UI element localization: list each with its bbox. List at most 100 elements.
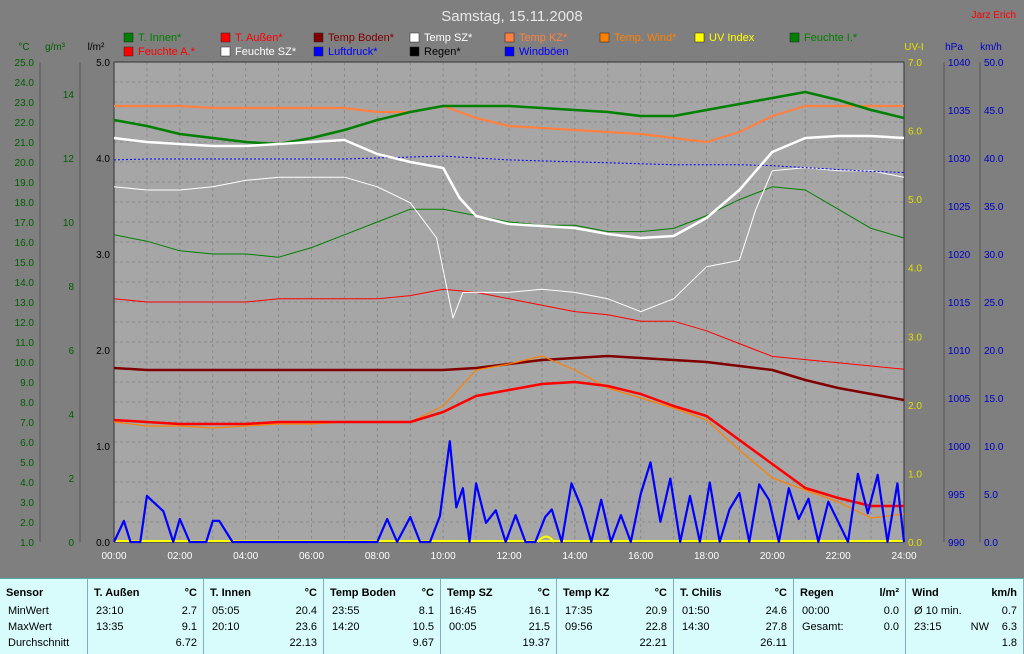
legend-item: Feuchte A.* [123,46,196,58]
axis-tick-label: 1030 [948,154,971,165]
axis-tick-label: 1.0 [20,538,34,549]
axis-tick-label: 2.0 [908,401,922,412]
legend-label: Temp SZ* [424,32,473,44]
axis-tick-label: 7.0 [20,418,34,429]
stats-value: 0.0 [883,605,899,617]
series-line [113,186,905,258]
axis-tick-label: 17.0 [15,218,35,229]
stats-time: 14:30 [682,621,710,633]
stats-time: 17:35 [565,605,593,617]
stats-value: 8.1 [418,605,434,617]
axis-tick-label: 4.0 [96,154,110,165]
stats-time: 23:15 [914,621,942,633]
series-line [113,380,904,508]
stats-value: 19.37 [522,637,550,649]
legend-label: Regen* [424,46,461,58]
stats-column-title: Regen [800,587,834,599]
legend-label: UV Index [709,32,755,44]
axis-tick-label: 22.0 [15,118,35,129]
axis-tick-label: 995 [948,490,965,501]
stats-column-unit: °C [774,587,787,599]
legend: T. Innen* T. Außen* Temp Boden* Temp SZ* Tem… [123,32,858,58]
stats-value: 23.6 [295,621,317,633]
axis-unit-label: °C [18,42,29,53]
stats-value: 16.1 [528,605,550,617]
axis-tick-label: 5.0 [96,58,110,69]
stats-column: Temp SZ °C 16:45 16.1 00:05 21.5 19.37 [441,579,557,654]
axis-tick-label: 19.0 [15,178,35,189]
stats-column: Sensor MinWert MaxWert Durchschnitt [0,579,88,654]
axis-tick-label: 2.0 [20,518,34,529]
axis-tick-label: 8 [68,282,74,293]
stats-value: 2.7 [181,605,197,617]
axis-tick-label: 1020 [948,250,971,261]
legend-item: Luftdruck* [313,46,378,58]
stats-time: 13:35 [96,621,124,633]
stats-column: Temp KZ °C 17:35 20.9 09:56 22.8 22.21 [557,579,674,654]
axis-tick-label: 1.0 [96,442,110,453]
stats-time: 00:05 [449,621,477,633]
axis-tick-label: 10 [63,218,75,229]
axis-tick-label: 1025 [948,202,971,213]
x-tick-label: 02:00 [167,551,192,562]
axis-tick-label: 10.0 [984,442,1004,453]
x-tick-label: 16:00 [628,551,653,562]
legend-label: Windböen [519,46,569,58]
stats-column-unit: °C [537,587,550,599]
axis-tick-label: 15.0 [15,258,35,269]
legend-item: Windböen [504,46,569,58]
axis-tick-label: 0.0 [984,538,998,549]
stats-time: 05:05 [212,605,240,617]
axis-tick-label: 7.0 [908,58,922,69]
stats-column: Regen l/m² 00:00 0.0 Gesamt: 0.0 [794,579,906,654]
stats-column-title: T. Innen [210,587,251,599]
series-line [114,104,904,144]
x-tick-label: 22:00 [826,551,851,562]
axis-tick-label: 15.0 [984,394,1004,405]
axis-tick-label: 4 [68,410,74,421]
x-tick-label: 14:00 [562,551,587,562]
axis-tick-label: 50.0 [984,58,1004,69]
stats-column-unit: km/h [991,587,1017,599]
stats-time: 00:00 [802,605,830,617]
stats-column-unit: °C [304,587,317,599]
legend-swatch [313,46,324,57]
legend-swatch [220,46,231,57]
series-line [113,134,905,240]
series-line [113,440,906,544]
stats-row-label: MinWert [8,605,49,617]
weather-chart: °C 1.0 2.0 3.0 4.0 5.0 6.0 7.0 8.0 9.0 10.0 11.0 12.… [14,8,1016,562]
axis-tick-label: 25.0 [984,298,1004,309]
stats-value: 1.8 [1001,637,1017,649]
axis-tick-label: 5.0 [984,490,998,501]
legend-swatch [599,32,610,43]
stats-column: T. Außen °C 23:10 2.7 13:35 9.1 6.72 [88,579,204,654]
axis-tick-label: 14 [63,90,75,101]
x-tick-label: 06:00 [299,551,324,562]
author-label: Jarz Erich [972,10,1016,21]
stats-column-unit: °C [184,587,197,599]
axis-tick-label: 990 [948,538,965,549]
legend-label: Feuchte SZ* [235,46,297,58]
legend-swatch [220,32,231,43]
stats-time: 14:20 [332,621,360,633]
legend-item: Feuchte I.* [789,32,858,44]
x-tick-label: 04:00 [233,551,258,562]
axis-tick-label: 12.0 [15,318,35,329]
stats-time: 09:56 [565,621,593,633]
axis-tick-label: 8.0 [20,398,34,409]
axis-tick-label: 16.0 [15,238,35,249]
x-tick-label: 20:00 [760,551,785,562]
legend-swatch [504,32,515,43]
legend-item: Temp Boden* [313,32,395,44]
stats-column: T. Chilis °C 01:50 24.6 14:30 27.8 26.11 [674,579,794,654]
axis-tick-label: 0.0 [96,538,110,549]
legend-item: Temp. Wind* [599,32,677,44]
stats-column-unit: °C [654,587,667,599]
stats-column-title: Wind [912,587,939,599]
axis-tick-label: 6.0 [20,438,34,449]
axis-tick-label: 1005 [948,394,971,405]
stats-value: 20.4 [295,605,317,617]
legend-label: Luftdruck* [328,46,378,58]
chart-title: Samstag, 15.11.2008 [441,8,583,25]
